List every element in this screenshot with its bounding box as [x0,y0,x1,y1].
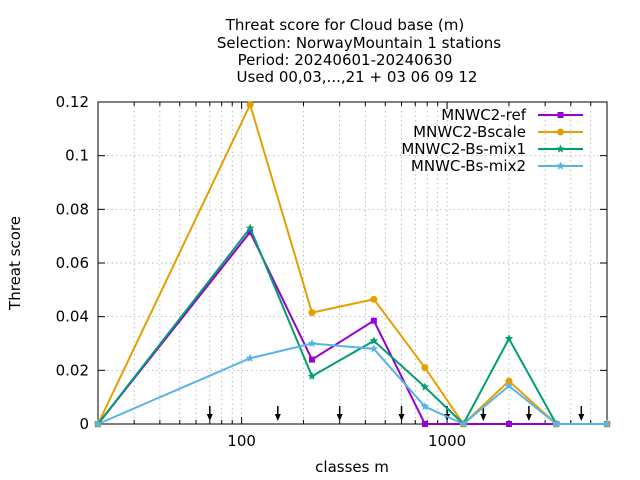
arrow-head [398,414,405,421]
data-point [370,295,378,303]
data-point [421,364,429,372]
series-line [97,230,607,425]
legend-entry: MNWC2-Bscale [413,123,583,141]
y-tick-label: 0.02 [56,361,89,379]
data-point [556,144,565,153]
legend-label: MNWC-Bs-mix2 [411,157,526,175]
data-point [308,309,316,317]
data-point [420,402,430,411]
data-point [459,419,468,428]
data-point [504,381,514,390]
arrow-head [336,414,343,421]
data-point [245,223,255,232]
data-point [246,101,254,109]
class-boundary-arrow [398,406,405,421]
chart-title-block: Threat score for Cloud base (m) Selectio… [217,16,501,86]
chart-subtitle-period: Period: 20240601-20240630 [238,51,453,69]
y-tick-label: 0.08 [56,200,89,218]
legend-entry: MNWC2-Bs-mix1 [401,140,583,158]
data-point [93,419,103,428]
class-boundary-arrow [274,406,281,421]
x-tick-label: 100 [227,432,256,450]
x-axis-label: classes m [315,458,389,476]
series-mnwc2-bs-mix1 [93,223,612,428]
data-point [369,336,379,345]
data-point [552,419,561,428]
class-boundary-arrows [206,406,585,421]
y-tick-label: 0.1 [65,147,89,165]
legend-entry: MNWC2-ref [441,106,583,124]
y-tick-label: 0 [79,415,89,433]
data-point [504,334,514,343]
chart-subtitle-used: Used 00,03,...,21 + 03 06 09 12 [237,68,478,86]
data-point [370,317,377,324]
class-boundary-arrow [336,406,343,421]
data-point [308,356,315,363]
data-point [557,128,564,136]
grid [98,102,607,424]
data-point [307,339,317,348]
y-axis-ticks: 0 0.02 0.04 0.06 0.08 0.1 0.12 [56,93,607,433]
legend-label: MNWC2-Bscale [413,123,526,141]
legend-entry: MNWC-Bs-mix2 [411,157,583,175]
class-boundary-arrow [578,406,585,421]
series-line [97,226,607,426]
data-point [557,112,564,118]
legend-label: MNWC2-Bs-mix1 [401,140,526,158]
data-point [505,377,513,385]
data-point [245,353,255,362]
y-tick-label: 0.06 [56,254,89,272]
class-boundary-arrow [525,406,532,421]
y-tick-label: 0.04 [56,308,89,326]
legend: MNWC2-refMNWC2-BscaleMNWC2-Bs-mix1MNWC-B… [401,106,583,175]
x-tick-label: 1000 [428,432,466,450]
data-point [421,421,428,427]
arrow-head [274,414,281,421]
data-point [307,371,317,380]
data-point [247,229,254,236]
y-tick-label: 0.12 [56,93,89,111]
legend-label: MNWC2-ref [441,106,526,124]
arrow-head [525,414,532,421]
series-mnwc-bs-mix2 [93,339,612,428]
data-point [505,421,512,427]
data-point [556,161,565,170]
arrow-head [206,414,213,421]
series-line [97,342,607,426]
y-axis-label: Threat score [6,216,24,311]
series-mnwc2-bscale [94,101,611,428]
arrow-head [480,414,487,421]
chart-subtitle-selection: Selection: NorwayMountain 1 stations [217,34,501,52]
chart-title: Threat score for Cloud base (m) [225,16,465,34]
series-group [93,101,612,428]
data-point [369,344,379,353]
data-point [602,419,612,428]
class-boundary-arrow [206,406,213,421]
data-point [420,382,430,391]
arrow-head [578,414,585,421]
